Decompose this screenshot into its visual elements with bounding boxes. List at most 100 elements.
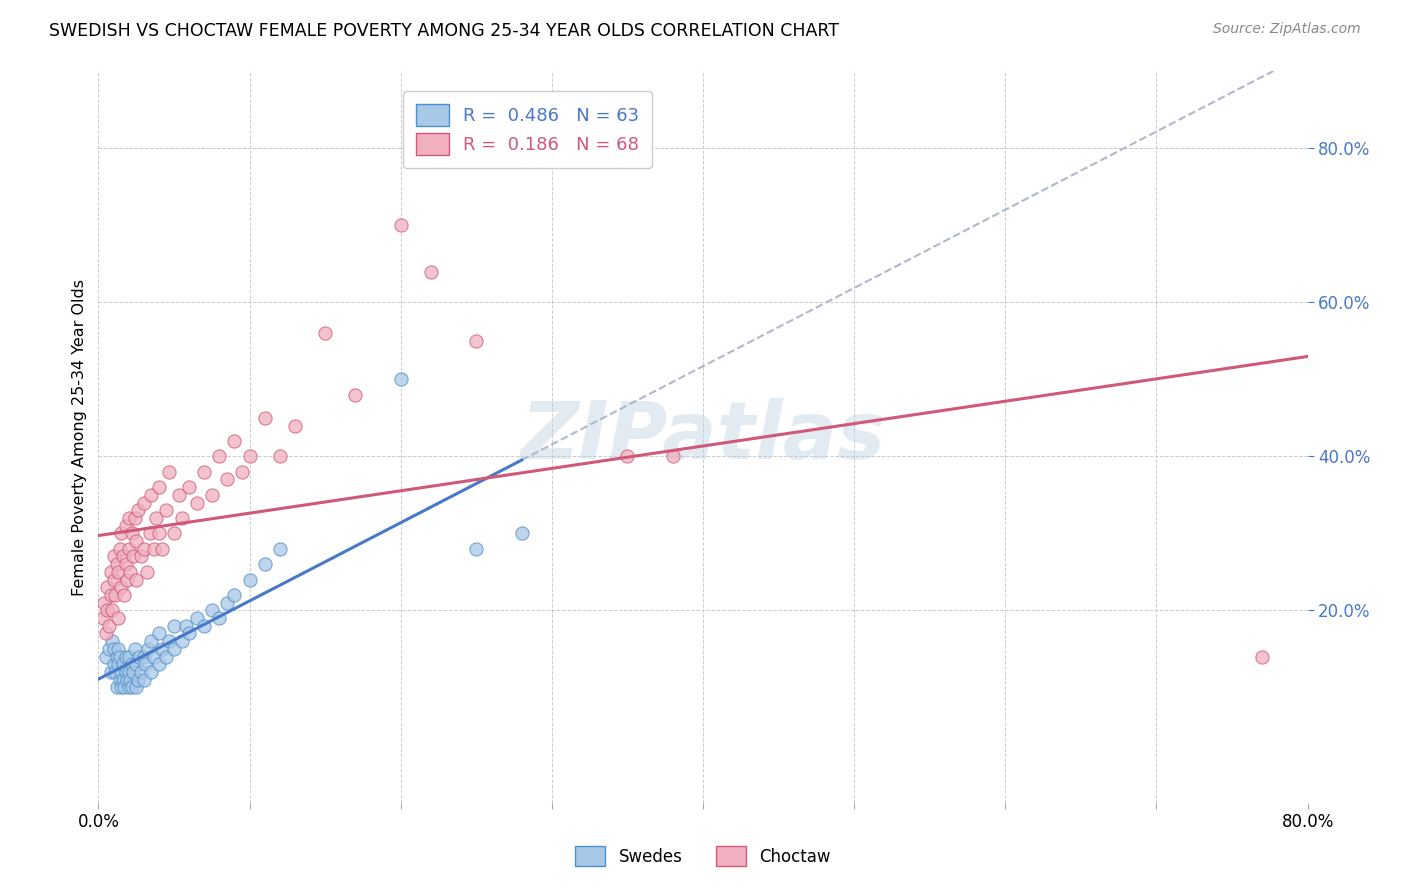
- Point: [98, 618, 121, 632]
- Y-axis label: Female Poverty Among 25-34 Year Olds: Female Poverty Among 25-34 Year Olds: [72, 278, 87, 596]
- Point: [114, 649, 136, 664]
- Point: [114, 665, 136, 679]
- Point: [148, 657, 170, 672]
- Point: [167, 488, 190, 502]
- Point: [136, 641, 159, 656]
- Point: [1251, 649, 1274, 664]
- Point: [108, 673, 131, 687]
- Point: [208, 450, 231, 464]
- Point: [94, 649, 117, 664]
- Point: [510, 526, 533, 541]
- Point: [141, 665, 163, 679]
- Point: [145, 511, 167, 525]
- Point: [186, 611, 208, 625]
- Point: [239, 450, 262, 464]
- Point: [121, 526, 143, 541]
- Point: [115, 573, 138, 587]
- Point: [170, 634, 193, 648]
- Point: [150, 641, 173, 656]
- Point: [107, 565, 129, 579]
- Point: [111, 657, 134, 672]
- Point: [163, 526, 186, 541]
- Point: [103, 573, 125, 587]
- Point: [128, 649, 150, 664]
- Point: [127, 503, 149, 517]
- Legend: R =  0.486   N = 63, R =  0.186   N = 68: R = 0.486 N = 63, R = 0.186 N = 68: [404, 91, 652, 168]
- Point: [143, 649, 166, 664]
- Point: [93, 596, 115, 610]
- Point: [107, 641, 129, 656]
- Point: [122, 665, 145, 679]
- Point: [125, 657, 148, 672]
- Point: [135, 565, 157, 579]
- Point: [465, 541, 488, 556]
- Point: [108, 649, 131, 664]
- Point: [110, 580, 132, 594]
- Point: [121, 681, 143, 695]
- Point: [139, 526, 162, 541]
- Point: [155, 649, 177, 664]
- Point: [186, 495, 208, 509]
- Point: [155, 503, 177, 517]
- Point: [132, 541, 155, 556]
- Point: [118, 541, 141, 556]
- Point: [150, 541, 173, 556]
- Point: [253, 410, 276, 425]
- Point: [269, 541, 291, 556]
- Point: [121, 657, 143, 672]
- Point: [96, 580, 118, 594]
- Point: [344, 388, 367, 402]
- Point: [253, 557, 276, 571]
- Point: [389, 372, 412, 386]
- Point: [170, 511, 193, 525]
- Point: [148, 526, 170, 541]
- Point: [132, 495, 155, 509]
- Point: [269, 450, 291, 464]
- Point: [215, 596, 238, 610]
- Point: [163, 641, 186, 656]
- Point: [103, 549, 125, 564]
- Point: [193, 465, 215, 479]
- Point: [148, 626, 170, 640]
- Point: [104, 665, 127, 679]
- Point: [125, 573, 148, 587]
- Point: [103, 641, 125, 656]
- Point: [465, 334, 488, 348]
- Point: [215, 472, 238, 486]
- Text: ZIPatlas: ZIPatlas: [520, 398, 886, 476]
- Legend: Swedes, Choctaw: Swedes, Choctaw: [568, 839, 838, 873]
- Point: [96, 603, 118, 617]
- Point: [159, 465, 181, 479]
- Point: [125, 681, 148, 695]
- Point: [125, 534, 148, 549]
- Point: [120, 673, 142, 687]
- Point: [104, 588, 127, 602]
- Point: [101, 603, 124, 617]
- Point: [105, 649, 128, 664]
- Point: [100, 565, 122, 579]
- Point: [122, 549, 145, 564]
- Point: [127, 673, 149, 687]
- Point: [134, 657, 156, 672]
- Point: [110, 526, 132, 541]
- Point: [284, 418, 307, 433]
- Point: [118, 681, 141, 695]
- Point: [124, 511, 146, 525]
- Point: [103, 657, 125, 672]
- Point: [107, 657, 129, 672]
- Point: [132, 673, 155, 687]
- Point: [148, 480, 170, 494]
- Point: [111, 673, 134, 687]
- Point: [98, 641, 121, 656]
- Point: [141, 634, 163, 648]
- Point: [201, 488, 224, 502]
- Point: [112, 681, 135, 695]
- Point: [129, 665, 152, 679]
- Point: [94, 626, 117, 640]
- Point: [661, 450, 683, 464]
- Point: [224, 434, 246, 448]
- Point: [100, 588, 122, 602]
- Point: [389, 219, 412, 233]
- Point: [115, 673, 138, 687]
- Point: [314, 326, 336, 340]
